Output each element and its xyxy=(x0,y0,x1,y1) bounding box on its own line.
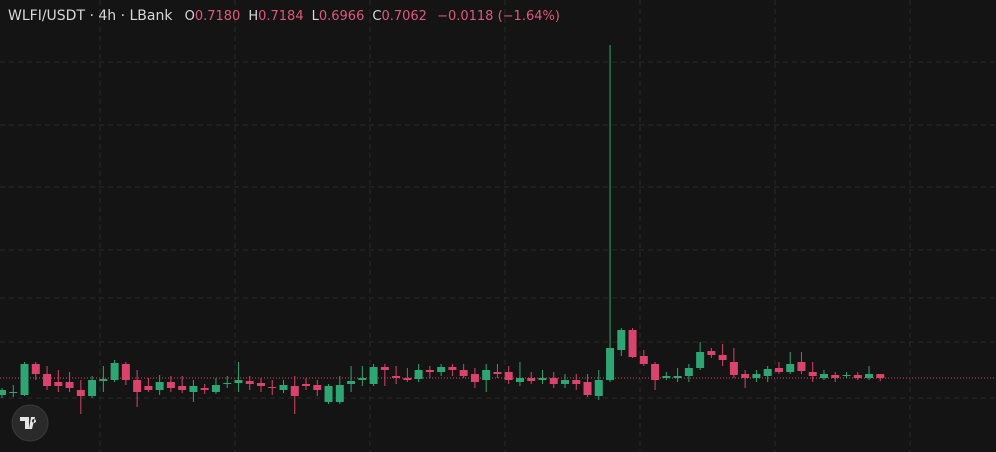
candle-body xyxy=(76,390,85,396)
candle-body xyxy=(786,364,795,372)
candle-body xyxy=(335,385,344,402)
candle-body xyxy=(110,363,119,380)
symbol: WLFI/USDT · 4h · LBank xyxy=(8,8,173,24)
candle-body xyxy=(819,374,828,378)
candle-body xyxy=(369,367,378,384)
candle-body xyxy=(0,390,6,395)
candle-body xyxy=(347,381,356,384)
candle-body xyxy=(65,382,74,388)
candle-body xyxy=(628,330,637,357)
candle-body xyxy=(493,372,502,374)
candle-body xyxy=(20,364,29,395)
candle-body xyxy=(617,330,626,350)
candle-body xyxy=(211,385,220,392)
candle-body xyxy=(538,378,547,380)
candle-body xyxy=(358,378,367,380)
field-value: 0.7062 xyxy=(381,9,427,24)
candle-body xyxy=(279,385,288,390)
candle-body xyxy=(166,382,175,388)
candle-body xyxy=(515,378,524,382)
candle-body xyxy=(842,375,851,376)
candle-body xyxy=(797,362,806,371)
candle-body xyxy=(256,383,265,386)
candle-body xyxy=(245,381,254,384)
change: −0.0118 (−1.64%) xyxy=(437,9,560,24)
legend: WLFI/USDT · 4h · LBank O0.7180 H0.7184 L0.… xyxy=(8,8,560,24)
candle-body xyxy=(380,367,389,370)
candle-body xyxy=(662,376,671,378)
field-label: L xyxy=(311,9,319,24)
candle-body xyxy=(865,374,874,378)
candle-body xyxy=(414,370,423,379)
candle-body xyxy=(268,387,277,388)
candle-body xyxy=(290,386,299,396)
candle-body xyxy=(88,380,97,396)
candle-body xyxy=(606,348,615,380)
candle-body xyxy=(639,356,648,364)
candle-body xyxy=(470,374,479,382)
candle-body xyxy=(234,380,243,383)
candle-body xyxy=(392,376,401,378)
candle-body xyxy=(741,374,750,378)
candle-body xyxy=(504,372,513,380)
candle-body xyxy=(831,375,840,378)
candle-body xyxy=(549,378,558,384)
field-value: 0.7180 xyxy=(194,9,241,24)
candle-body xyxy=(302,384,311,386)
candle-body xyxy=(572,380,581,384)
candle-body xyxy=(200,388,209,390)
candle-body xyxy=(425,370,434,372)
candle-body xyxy=(718,355,727,360)
candle-body xyxy=(561,380,569,384)
candle-body xyxy=(684,368,693,376)
candle-body xyxy=(133,380,142,392)
candle-body xyxy=(178,386,187,390)
candle-body xyxy=(324,386,333,402)
candle-body xyxy=(121,364,130,380)
field-value: 0.7184 xyxy=(258,9,304,24)
candle-body xyxy=(448,367,457,370)
candle-body xyxy=(144,386,153,390)
candle-body xyxy=(707,351,716,355)
candle-body xyxy=(43,374,52,386)
candle-body xyxy=(189,386,198,392)
candle-body xyxy=(876,374,885,378)
candle-body xyxy=(583,382,592,395)
candle-body xyxy=(594,380,603,396)
logo[interactable] xyxy=(11,404,49,442)
field-label: H xyxy=(248,9,259,24)
candle-body xyxy=(155,382,164,390)
candle-body xyxy=(54,382,63,386)
field-value: 0.6966 xyxy=(318,9,365,24)
field-label: O xyxy=(184,9,195,24)
candle-body xyxy=(673,376,682,378)
candle-body xyxy=(459,370,468,376)
candle-body xyxy=(808,372,817,376)
candle-body xyxy=(437,367,446,372)
candle-body xyxy=(482,370,491,380)
candle-body xyxy=(752,374,761,378)
candle-body xyxy=(696,352,705,368)
candle-body xyxy=(223,383,232,384)
candle-body xyxy=(99,379,108,381)
field-label: C xyxy=(372,9,382,24)
candle-body xyxy=(763,369,772,376)
candle-body xyxy=(853,375,862,378)
candle-body xyxy=(774,368,783,372)
candle-body xyxy=(31,364,40,374)
candle-body xyxy=(651,364,660,380)
candle-body xyxy=(729,362,738,375)
candle-body xyxy=(313,385,322,390)
candle-body xyxy=(9,392,18,393)
candle-body xyxy=(527,378,536,381)
candle-body xyxy=(403,378,412,380)
